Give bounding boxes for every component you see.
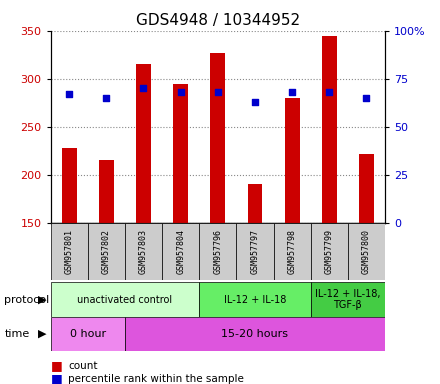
Text: GSM957803: GSM957803: [139, 229, 148, 274]
Bar: [173, 84, 188, 223]
Point: [66, 91, 73, 97]
Point: [103, 95, 110, 101]
Point: [214, 89, 221, 95]
Text: ▶: ▶: [37, 329, 46, 339]
Bar: [88, 223, 125, 280]
Bar: [210, 53, 225, 223]
Text: 0 hour: 0 hour: [70, 329, 106, 339]
Text: IL-12 + IL-18: IL-12 + IL-18: [224, 295, 286, 305]
Bar: [125, 223, 162, 280]
Title: GDS4948 / 10344952: GDS4948 / 10344952: [136, 13, 300, 28]
Bar: [51, 282, 199, 317]
Text: percentile rank within the sample: percentile rank within the sample: [68, 374, 244, 384]
Bar: [248, 184, 262, 223]
Text: unactivated control: unactivated control: [77, 295, 172, 305]
Text: GSM957804: GSM957804: [176, 229, 185, 274]
Bar: [359, 154, 374, 223]
Text: time: time: [4, 329, 29, 339]
Bar: [311, 223, 348, 280]
Text: GSM957801: GSM957801: [65, 229, 73, 274]
Text: GSM957796: GSM957796: [213, 229, 222, 274]
Bar: [199, 223, 236, 280]
Text: GSM957799: GSM957799: [325, 229, 334, 274]
Text: GSM957798: GSM957798: [288, 229, 297, 274]
Text: ▶: ▶: [37, 295, 46, 305]
Text: count: count: [68, 361, 98, 371]
Point: [177, 89, 184, 95]
Bar: [162, 223, 199, 280]
Text: 15-20 hours: 15-20 hours: [221, 329, 289, 339]
Text: GSM957800: GSM957800: [362, 229, 371, 274]
Bar: [311, 282, 385, 317]
Bar: [322, 36, 337, 223]
Text: IL-12 + IL-18,
TGF-β: IL-12 + IL-18, TGF-β: [315, 289, 381, 310]
Text: GSM957802: GSM957802: [102, 229, 111, 274]
Point: [326, 89, 333, 95]
Bar: [99, 161, 114, 223]
Point: [251, 99, 258, 105]
Point: [363, 95, 370, 101]
Bar: [51, 317, 125, 351]
Bar: [125, 317, 385, 351]
Text: ■: ■: [51, 372, 62, 384]
Bar: [285, 98, 300, 223]
Text: ■: ■: [51, 359, 62, 372]
Point: [140, 85, 147, 91]
Bar: [136, 65, 151, 223]
Point: [289, 89, 296, 95]
Bar: [62, 148, 77, 223]
Text: protocol: protocol: [4, 295, 50, 305]
Bar: [51, 223, 88, 280]
Bar: [348, 223, 385, 280]
Bar: [274, 223, 311, 280]
Bar: [199, 282, 311, 317]
Text: GSM957797: GSM957797: [250, 229, 260, 274]
Bar: [236, 223, 274, 280]
